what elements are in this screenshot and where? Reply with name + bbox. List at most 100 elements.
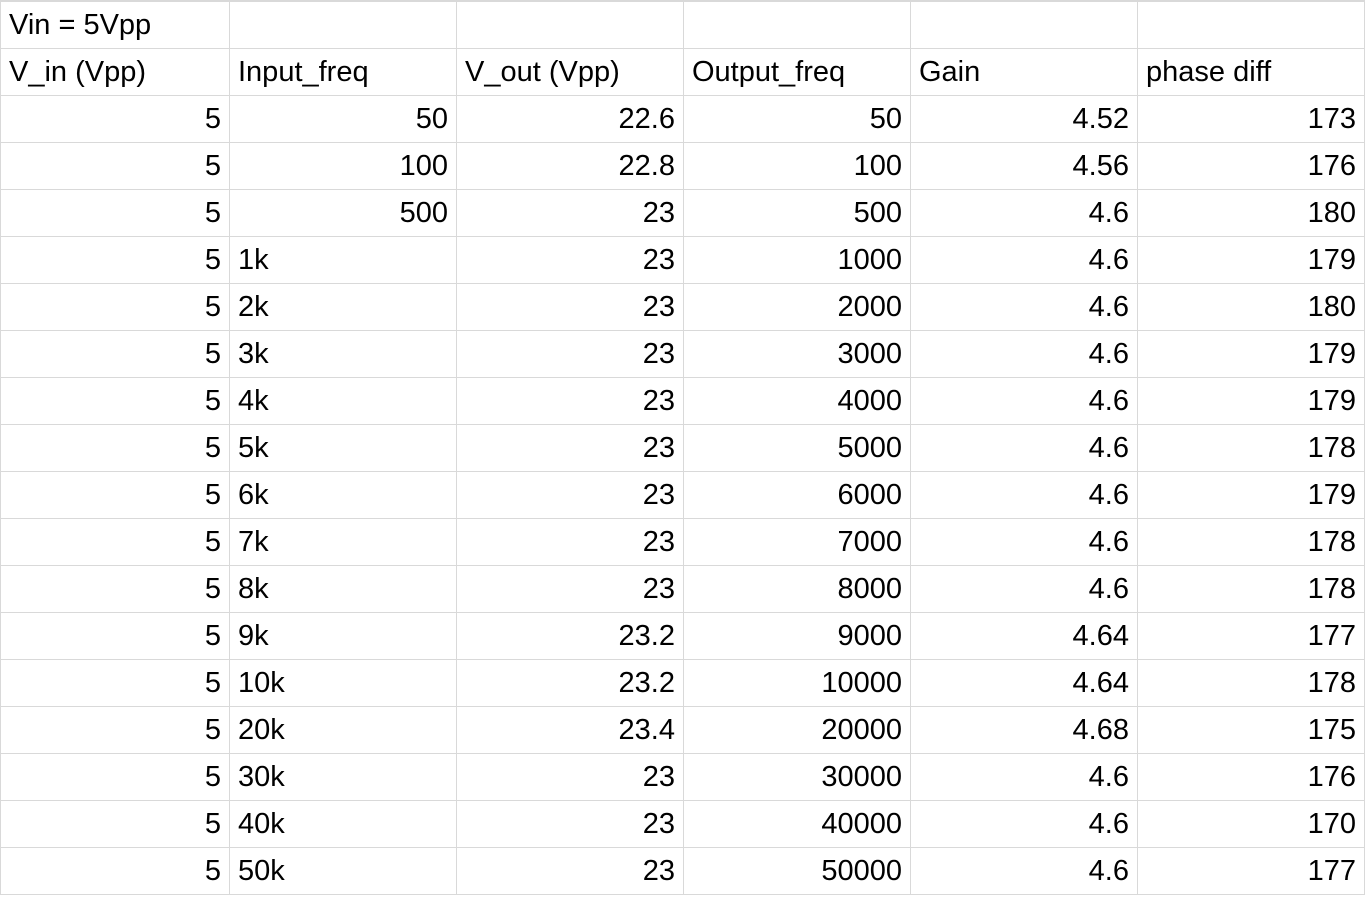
- cell-phase-diff[interactable]: 178: [1137, 565, 1365, 613]
- cell-output-freq[interactable]: 10000: [683, 659, 911, 707]
- header-cell-gain[interactable]: Gain: [910, 48, 1138, 96]
- cell-phase-diff[interactable]: 179: [1137, 236, 1365, 284]
- cell-v-in[interactable]: 5: [0, 518, 230, 566]
- cell-output-freq[interactable]: 8000: [683, 565, 911, 613]
- header-cell-phase-diff[interactable]: phase diff: [1137, 48, 1365, 96]
- cell-output-freq[interactable]: 100: [683, 142, 911, 190]
- cell-gain[interactable]: 4.68: [910, 706, 1138, 754]
- header-cell-v-in[interactable]: V_in (Vpp): [0, 48, 230, 96]
- cell-input-freq[interactable]: 100: [229, 142, 457, 190]
- cell-gain[interactable]: 4.52: [910, 95, 1138, 143]
- cell-v-in[interactable]: 5: [0, 330, 230, 378]
- cell-phase-diff[interactable]: 178: [1137, 659, 1365, 707]
- header-cell-v-out[interactable]: V_out (Vpp): [456, 48, 684, 96]
- title-cell[interactable]: Vin = 5Vpp: [0, 0, 230, 49]
- cell-v-in[interactable]: 5: [0, 283, 230, 331]
- cell-phase-diff[interactable]: 179: [1137, 377, 1365, 425]
- cell-v-in[interactable]: 5: [0, 612, 230, 660]
- cell-input-freq[interactable]: 500: [229, 189, 457, 237]
- cell-input-freq[interactable]: 9k: [229, 612, 457, 660]
- cell-gain[interactable]: 4.6: [910, 518, 1138, 566]
- cell-input-freq[interactable]: 7k: [229, 518, 457, 566]
- cell-v-in[interactable]: 5: [0, 565, 230, 613]
- cell-output-freq[interactable]: 1000: [683, 236, 911, 284]
- cell-phase-diff[interactable]: 180: [1137, 189, 1365, 237]
- cell-input-freq[interactable]: 40k: [229, 800, 457, 848]
- cell-v-in[interactable]: 5: [0, 471, 230, 519]
- cell-gain[interactable]: 4.6: [910, 236, 1138, 284]
- cell-output-freq[interactable]: 3000: [683, 330, 911, 378]
- cell-input-freq[interactable]: 20k: [229, 706, 457, 754]
- cell-v-out[interactable]: 22.8: [456, 142, 684, 190]
- cell-v-out[interactable]: 23: [456, 236, 684, 284]
- cell-v-out[interactable]: 23: [456, 565, 684, 613]
- cell-gain[interactable]: 4.6: [910, 283, 1138, 331]
- cell-v-in[interactable]: 5: [0, 847, 230, 895]
- cell-v-out[interactable]: 23.2: [456, 659, 684, 707]
- cell-input-freq[interactable]: 6k: [229, 471, 457, 519]
- cell-input-freq[interactable]: 5k: [229, 424, 457, 472]
- cell-phase-diff[interactable]: 179: [1137, 330, 1365, 378]
- cell-output-freq[interactable]: 6000: [683, 471, 911, 519]
- cell-output-freq[interactable]: 2000: [683, 283, 911, 331]
- cell-gain[interactable]: 4.6: [910, 800, 1138, 848]
- cell-output-freq[interactable]: 9000: [683, 612, 911, 660]
- cell-input-freq[interactable]: 1k: [229, 236, 457, 284]
- cell-v-out[interactable]: 23.2: [456, 612, 684, 660]
- cell-v-out[interactable]: 23: [456, 471, 684, 519]
- cell-input-freq[interactable]: 50: [229, 95, 457, 143]
- empty-cell[interactable]: [683, 0, 911, 49]
- cell-v-out[interactable]: 23: [456, 753, 684, 801]
- cell-phase-diff[interactable]: 177: [1137, 612, 1365, 660]
- cell-phase-diff[interactable]: 176: [1137, 753, 1365, 801]
- cell-gain[interactable]: 4.6: [910, 189, 1138, 237]
- cell-output-freq[interactable]: 40000: [683, 800, 911, 848]
- cell-v-in[interactable]: 5: [0, 800, 230, 848]
- cell-v-in[interactable]: 5: [0, 142, 230, 190]
- cell-input-freq[interactable]: 30k: [229, 753, 457, 801]
- cell-input-freq[interactable]: 4k: [229, 377, 457, 425]
- cell-v-out[interactable]: 23.4: [456, 706, 684, 754]
- cell-output-freq[interactable]: 20000: [683, 706, 911, 754]
- cell-v-out[interactable]: 23: [456, 800, 684, 848]
- cell-v-out[interactable]: 23: [456, 189, 684, 237]
- cell-gain[interactable]: 4.64: [910, 659, 1138, 707]
- cell-output-freq[interactable]: 5000: [683, 424, 911, 472]
- cell-phase-diff[interactable]: 177: [1137, 847, 1365, 895]
- cell-v-in[interactable]: 5: [0, 377, 230, 425]
- cell-input-freq[interactable]: 3k: [229, 330, 457, 378]
- cell-phase-diff[interactable]: 170: [1137, 800, 1365, 848]
- cell-phase-diff[interactable]: 176: [1137, 142, 1365, 190]
- cell-v-in[interactable]: 5: [0, 236, 230, 284]
- cell-v-out[interactable]: 23: [456, 283, 684, 331]
- cell-output-freq[interactable]: 30000: [683, 753, 911, 801]
- cell-gain[interactable]: 4.64: [910, 612, 1138, 660]
- cell-v-in[interactable]: 5: [0, 753, 230, 801]
- cell-phase-diff[interactable]: 179: [1137, 471, 1365, 519]
- cell-gain[interactable]: 4.6: [910, 847, 1138, 895]
- cell-v-in[interactable]: 5: [0, 659, 230, 707]
- cell-phase-diff[interactable]: 178: [1137, 424, 1365, 472]
- cell-gain[interactable]: 4.56: [910, 142, 1138, 190]
- cell-v-out[interactable]: 23: [456, 424, 684, 472]
- cell-gain[interactable]: 4.6: [910, 424, 1138, 472]
- cell-output-freq[interactable]: 50: [683, 95, 911, 143]
- cell-input-freq[interactable]: 8k: [229, 565, 457, 613]
- empty-cell[interactable]: [456, 0, 684, 49]
- cell-v-out[interactable]: 23: [456, 518, 684, 566]
- header-cell-output-freq[interactable]: Output_freq: [683, 48, 911, 96]
- cell-v-out[interactable]: 23: [456, 377, 684, 425]
- cell-output-freq[interactable]: 4000: [683, 377, 911, 425]
- cell-input-freq[interactable]: 2k: [229, 283, 457, 331]
- cell-output-freq[interactable]: 7000: [683, 518, 911, 566]
- cell-gain[interactable]: 4.6: [910, 377, 1138, 425]
- cell-phase-diff[interactable]: 175: [1137, 706, 1365, 754]
- cell-gain[interactable]: 4.6: [910, 330, 1138, 378]
- cell-phase-diff[interactable]: 178: [1137, 518, 1365, 566]
- cell-input-freq[interactable]: 50k: [229, 847, 457, 895]
- cell-gain[interactable]: 4.6: [910, 471, 1138, 519]
- cell-phase-diff[interactable]: 180: [1137, 283, 1365, 331]
- cell-gain[interactable]: 4.6: [910, 753, 1138, 801]
- cell-output-freq[interactable]: 500: [683, 189, 911, 237]
- cell-v-out[interactable]: 23: [456, 847, 684, 895]
